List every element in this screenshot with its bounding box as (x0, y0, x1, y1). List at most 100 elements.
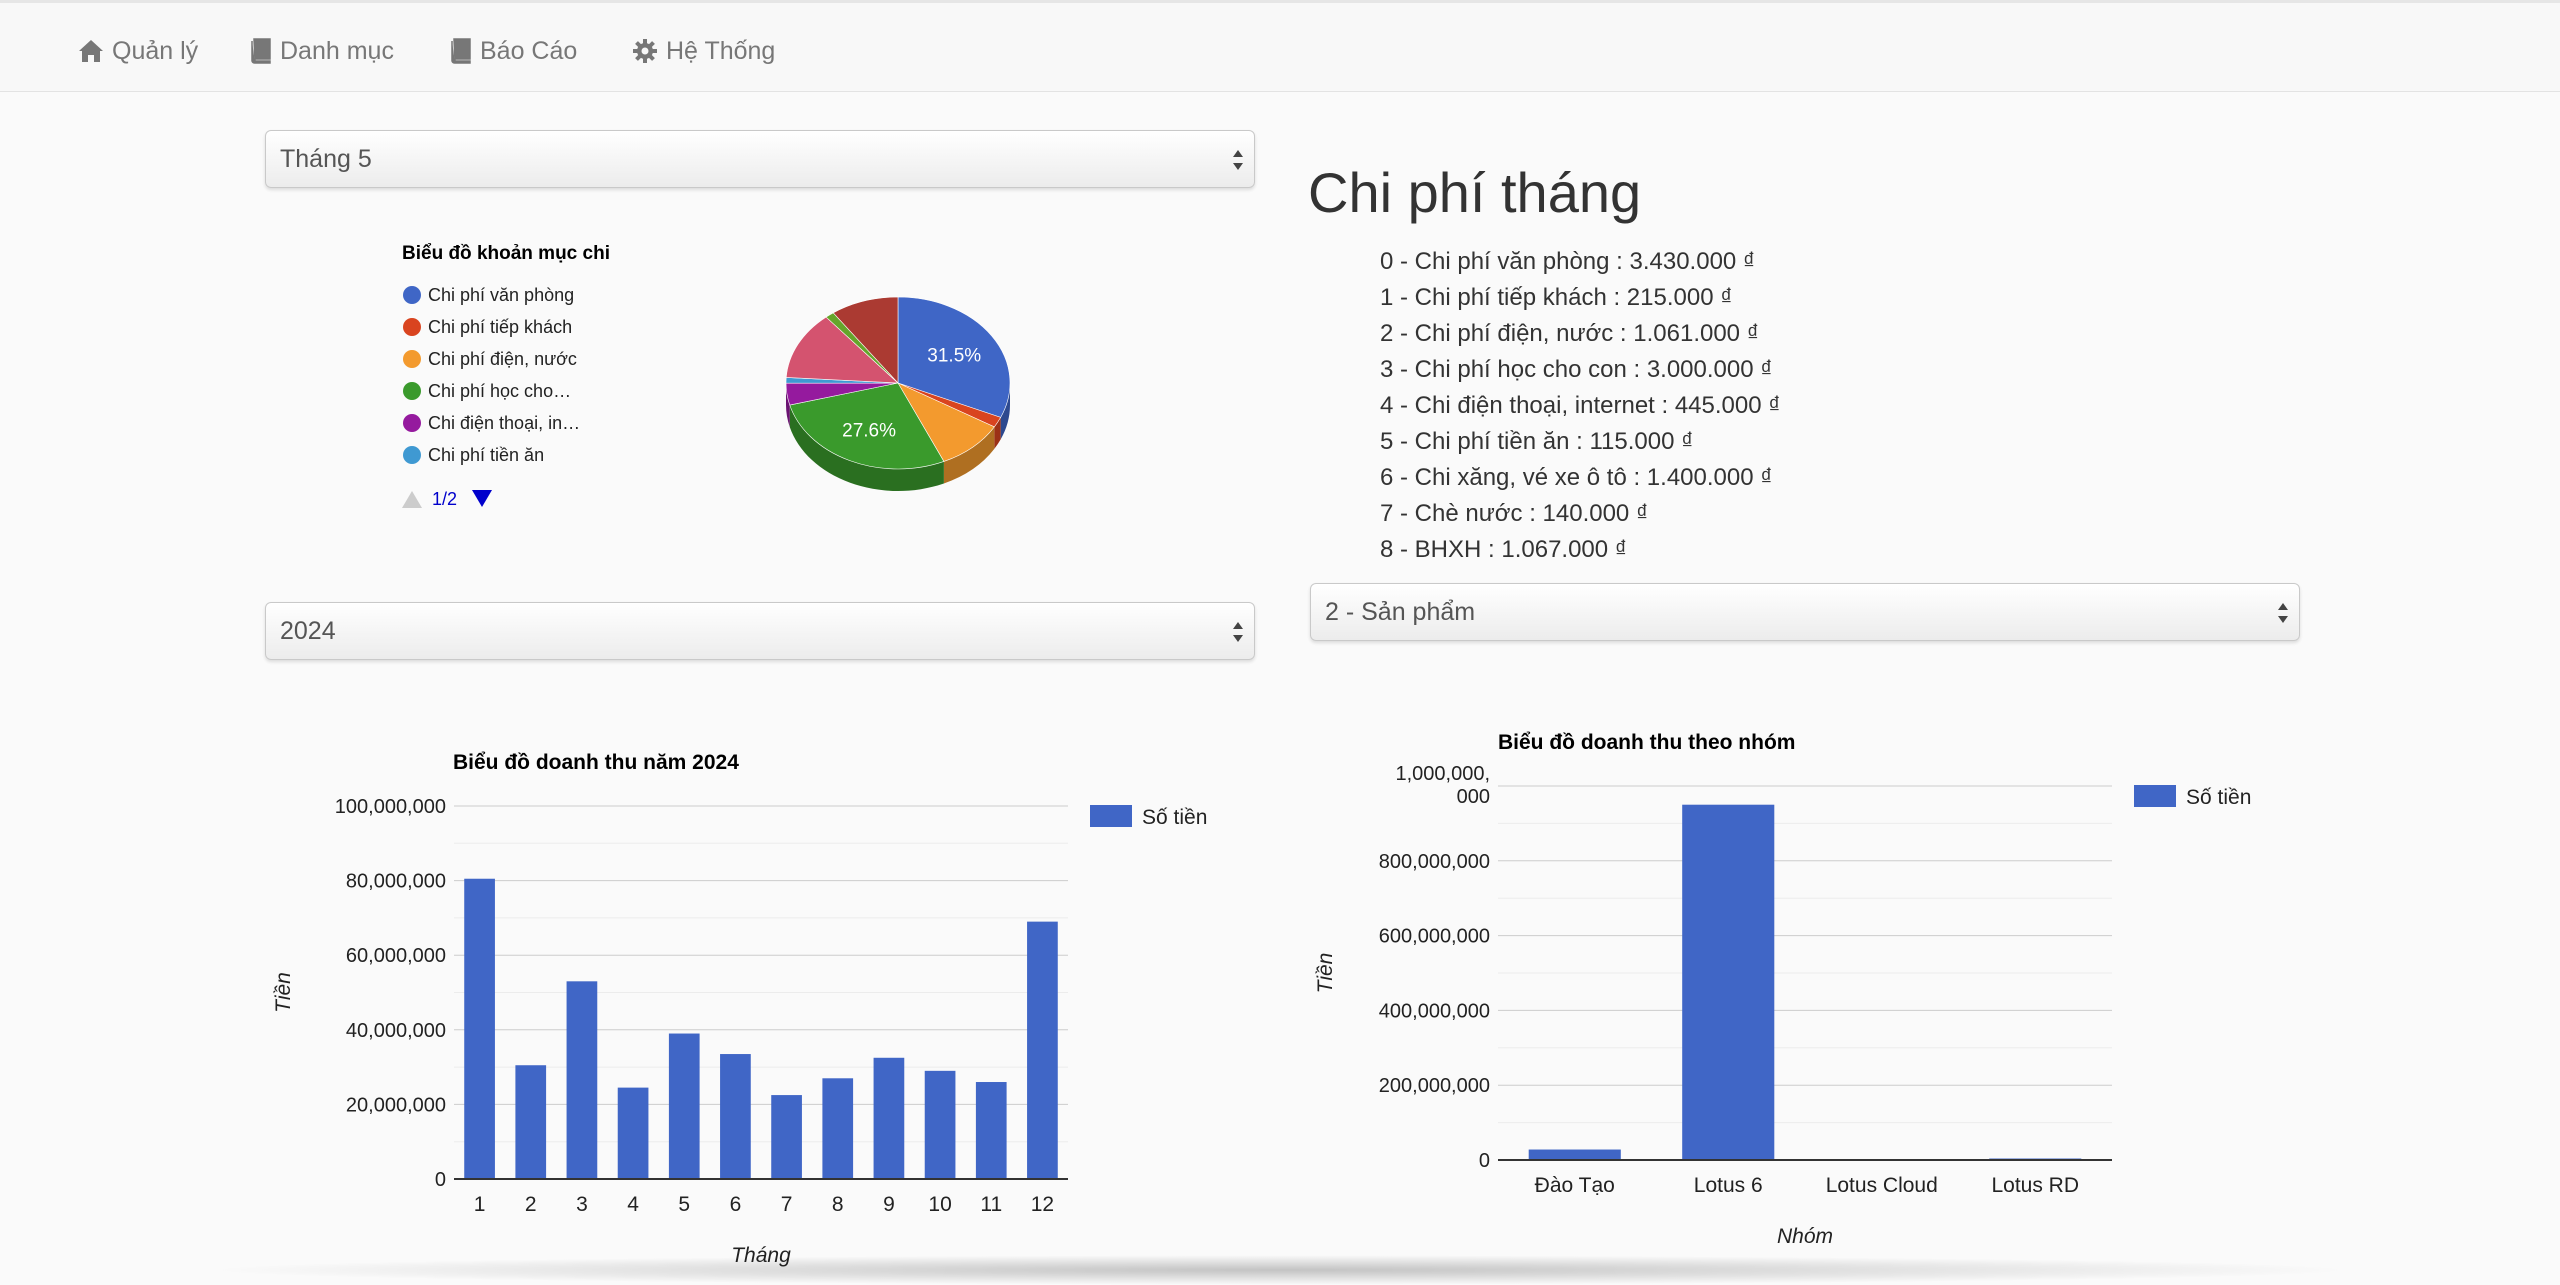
bottom-shadow (200, 1255, 2360, 1285)
expense-item: 3 - Chi phí học cho con : 3.000.000 ₫ (1380, 352, 1781, 388)
x-tick-label: 3 (576, 1193, 588, 1216)
pie-slice-label: 31.5% (927, 346, 981, 367)
legend-label: Số tiền (2186, 786, 2251, 809)
book-icon (450, 38, 472, 64)
expense-item: 7 - Chè nước : 140.000 ₫ (1380, 496, 1781, 532)
nav-label: Danh mục (280, 37, 394, 66)
legend-label: Chi phí học cho… (428, 381, 571, 401)
y-tick-label: 60,000,000 (346, 945, 446, 967)
group-select-value: 2 - Sản phẩm (1325, 598, 1475, 626)
y-tick-label: 200,000,000 (1379, 1075, 1490, 1097)
expense-item: 5 - Chi phí tiền ăn : 115.000 ₫ (1380, 424, 1781, 460)
legend-swatch (2134, 785, 2176, 807)
legend-label: Chi phí tiền ăn (428, 445, 544, 465)
x-tick-label: 7 (781, 1193, 793, 1216)
monthly-expense-list: 0 - Chi phí văn phòng : 3.430.000 ₫ 1 - … (1380, 244, 1781, 568)
legend-prev-icon[interactable] (402, 491, 422, 508)
legend-label: Số tiền (1142, 806, 1207, 829)
legend-swatch (403, 414, 421, 432)
bar (1682, 805, 1774, 1160)
expense-item: 1 - Chi phí tiếp khách : 215.000 ₫ (1380, 280, 1781, 316)
nav-label: Báo Cáo (480, 37, 577, 66)
x-tick-label: 11 (980, 1193, 1002, 1216)
expense-item: 2 - Chi phí điện, nước : 1.061.000 ₫ (1380, 316, 1781, 352)
pie-chart-title: Biểu đồ khoản mục chi (402, 243, 610, 264)
nav-item-bao-cao[interactable]: Báo Cáo (450, 31, 577, 71)
x-tick-label: 5 (678, 1193, 690, 1216)
legend-swatch (403, 382, 421, 400)
x-tick-label: Đào Tạo (1535, 1174, 1615, 1197)
y-tick-label: 40,000,000 (346, 1020, 446, 1042)
bar (822, 1078, 853, 1179)
y-axis-title: Tiền (272, 972, 295, 1013)
yearly-revenue-bar-chart: Biểu đồ doanh thu năm 2024020,000,00040,… (260, 730, 1260, 1270)
select-arrows-icon (1232, 146, 1244, 174)
legend-swatch (403, 446, 421, 464)
nav-label: Quản lý (112, 37, 198, 66)
year-select[interactable]: 2024 (265, 602, 1255, 660)
legend-label: Chi phí tiếp khách (428, 317, 572, 337)
bar (1027, 922, 1058, 1179)
legend-swatch (1090, 805, 1132, 827)
month-select[interactable]: Tháng 5 (265, 130, 1255, 188)
group-select[interactable]: 2 - Sản phẩm (1310, 583, 2300, 641)
nav-item-danh-muc[interactable]: Danh mục (250, 31, 394, 71)
x-axis-title: Nhóm (1777, 1225, 1833, 1248)
bar (464, 879, 495, 1179)
pie-slice-label: 27.6% (842, 421, 896, 442)
y-tick-label: 600,000,000 (1379, 926, 1490, 948)
x-tick-label: 12 (1031, 1193, 1054, 1216)
bar (771, 1095, 802, 1179)
group-revenue-bar-chart: Biểu đồ doanh thu theo nhóm0200,000,0004… (1300, 710, 2300, 1270)
y-tick-label: 800,000,000 (1379, 851, 1490, 873)
y-tick-label: 400,000,000 (1379, 1000, 1490, 1022)
expense-item: 6 - Chi xăng, vé xe ô tô : 1.400.000 ₫ (1380, 460, 1781, 496)
legend-swatch (403, 350, 421, 368)
monthly-expense-title: Chi phí tháng (1308, 160, 1641, 225)
x-tick-label: 10 (928, 1193, 951, 1216)
bar (925, 1071, 956, 1179)
nav-item-quan-ly[interactable]: Quản lý (78, 31, 198, 71)
x-tick-label: 6 (730, 1193, 742, 1216)
top-navbar: Quản lý Danh mục Báo Cáo Hệ Thống (0, 0, 2560, 92)
month-select-value: Tháng 5 (280, 145, 372, 173)
expense-item: 0 - Chi phí văn phòng : 3.430.000 ₫ (1380, 244, 1781, 280)
bar (976, 1082, 1007, 1179)
x-tick-label: 9 (883, 1193, 895, 1216)
expense-item: 4 - Chi điện thoại, internet : 445.000 ₫ (1380, 388, 1781, 424)
y-tick-label: 100,000,000 (335, 796, 446, 818)
chart-title: Biểu đồ doanh thu năm 2024 (453, 751, 739, 774)
legend-swatch (403, 286, 421, 304)
bar (669, 1034, 700, 1179)
legend-next-icon[interactable] (472, 490, 492, 507)
x-tick-label: 8 (832, 1193, 844, 1216)
x-tick-label: Lotus 6 (1694, 1174, 1763, 1197)
select-arrows-icon (2277, 599, 2289, 627)
legend-page-label: 1/2 (432, 489, 457, 509)
x-tick-label: Lotus RD (1991, 1174, 2079, 1197)
x-tick-label: Lotus Cloud (1826, 1174, 1938, 1197)
y-tick-label: 80,000,000 (346, 871, 446, 893)
legend-label: Chi phí điện, nước (428, 349, 577, 369)
year-select-value: 2024 (280, 617, 336, 645)
legend-label: Chi điện thoại, in… (428, 413, 580, 433)
bar (618, 1088, 649, 1179)
x-tick-label: 2 (525, 1193, 537, 1216)
gear-icon (632, 38, 658, 64)
nav-item-he-thong[interactable]: Hệ Thống (632, 31, 775, 71)
x-tick-label: 4 (627, 1193, 639, 1216)
bar (720, 1054, 751, 1179)
expense-item: 8 - BHXH : 1.067.000 ₫ (1380, 532, 1781, 568)
chart-title: Biểu đồ doanh thu theo nhóm (1498, 731, 1795, 754)
bar (515, 1065, 546, 1179)
legend-swatch (403, 318, 421, 336)
y-tick-label: 1,000,000,000 (1395, 763, 1490, 808)
bar (874, 1058, 905, 1179)
legend-label: Chi phí văn phòng (428, 285, 574, 305)
home-icon (78, 39, 104, 63)
book-icon (250, 38, 272, 64)
expense-pie-chart: Biểu đồ khoản mục chi Chi phí văn phòng C… (380, 225, 1080, 525)
select-arrows-icon (1232, 618, 1244, 646)
nav-label: Hệ Thống (666, 37, 775, 66)
y-tick-label: 20,000,000 (346, 1094, 446, 1116)
